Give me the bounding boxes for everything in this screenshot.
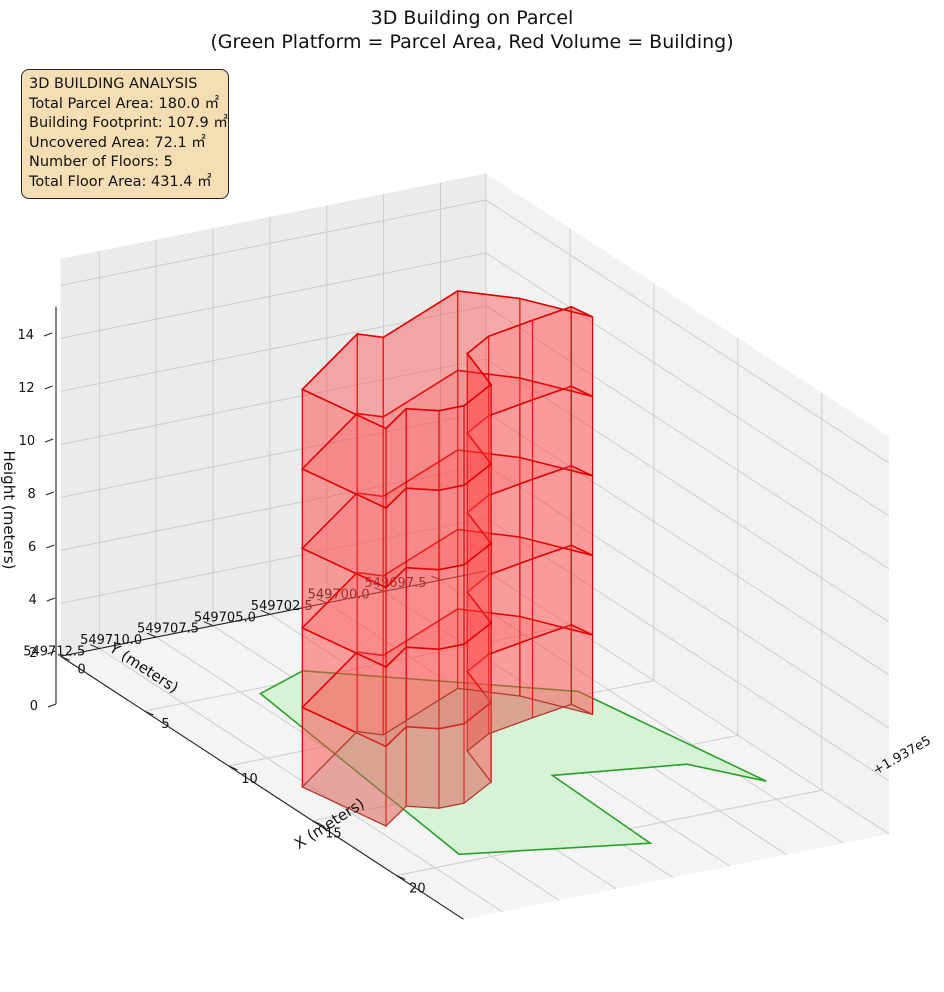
building-volume	[300, 289, 594, 828]
y-tick-mark	[260, 609, 271, 615]
y-tick-label: 549705.0	[194, 610, 256, 625]
z-tick-mark	[46, 597, 56, 602]
z-gridline	[60, 199, 890, 464]
chart-title-line-1: 3D Building on Parcel	[370, 7, 574, 29]
back-pane-x	[486, 173, 889, 834]
z-tick-label: 4	[29, 593, 37, 608]
z-tick-label: 10	[19, 434, 36, 449]
y-tick-label: 549702.5	[251, 599, 313, 614]
z-tick-label: 12	[18, 381, 35, 396]
z-tick-mark	[47, 703, 57, 708]
z-gridline	[60, 358, 890, 623]
building-wall-face	[570, 464, 594, 557]
z-gridline	[60, 252, 890, 517]
z-tick-mark	[45, 438, 54, 443]
x-tick-mark	[312, 820, 322, 826]
z-tick-mark	[47, 650, 56, 655]
building-ground-footprint	[301, 687, 593, 827]
x-tick-mark	[60, 655, 70, 661]
z-tick-label: 6	[28, 540, 36, 555]
z-gridline	[60, 305, 890, 570]
x-tick-mark	[396, 875, 406, 880]
tick-labels: 05101520549697.5549700.0549702.5549705.0…	[18, 328, 441, 896]
info-building-footprint: Building Footprint: 107.9 ㎡	[29, 115, 228, 132]
building-wall-face	[570, 305, 594, 398]
info-floor-count: Number of Floors: 5	[29, 154, 173, 171]
axis-panes	[60, 173, 890, 920]
z-gridline	[60, 411, 890, 676]
y-tick-label: 549710.0	[80, 633, 142, 648]
y-tick-mark	[203, 621, 214, 627]
building-wall-face	[570, 385, 594, 477]
info-uncovered-area: Uncovered Area: 72.1 ㎡	[29, 134, 206, 151]
y-tick-mark	[374, 587, 384, 592]
x-tick-mark	[228, 765, 238, 771]
y-tick-label: 549707.5	[137, 622, 199, 637]
z-axis-label: Height (meters)	[0, 451, 18, 570]
y-tick-mark	[317, 598, 327, 604]
y-tick-label: 549712.5	[23, 645, 85, 660]
x-tick-label: 10	[241, 772, 258, 787]
y-tick-mark	[90, 644, 100, 649]
z-gridline	[60, 517, 890, 782]
y-tick-label: 549697.5	[364, 576, 426, 591]
building-wall-face	[438, 484, 465, 571]
z-tick-mark	[43, 332, 53, 337]
parcel-polygon	[258, 669, 767, 856]
x-tick-label: 15	[325, 827, 342, 842]
info-total-floor-area: Total Floor Area: 431.4 ㎡	[29, 173, 212, 190]
parcel-platform	[258, 669, 767, 856]
x-tick-mark	[144, 710, 154, 716]
chart-title-line-2: (Green Platform = Parcel Area, Red Volum…	[210, 31, 734, 53]
info-heading: 3D BUILDING ANALYSIS	[29, 76, 198, 92]
z-tick-label: 0	[30, 699, 38, 714]
x-tick-label: 20	[409, 881, 426, 896]
y-axis-line	[60, 570, 487, 657]
z-tick-mark	[45, 491, 54, 496]
z-tick-mark	[46, 544, 55, 549]
building-floor-slab	[300, 290, 593, 430]
y-tick-mark	[146, 632, 157, 638]
x-tick-label: 5	[161, 717, 169, 732]
y-tick-label: 549700.0	[308, 588, 370, 603]
z-gridline	[60, 464, 890, 729]
chart-title: 3D Building on Parcel (Green Platform = …	[0, 6, 944, 54]
building-wall-face	[438, 564, 465, 650]
building-wall-face	[405, 567, 440, 650]
back-pane-y	[60, 173, 486, 657]
z-tick-label: 14	[18, 328, 35, 343]
building-wall-face	[405, 408, 440, 491]
building-wall-face	[438, 405, 465, 491]
building-wall-face	[405, 487, 440, 571]
z-tick-label: 8	[27, 487, 35, 502]
analysis-info-box: 3D BUILDING ANALYSIS Total Parcel Area: …	[21, 69, 229, 199]
x-tick-label: 0	[77, 662, 85, 677]
building-wall-face	[570, 623, 594, 716]
info-parcel-area: Total Parcel Area: 180.0 ㎡	[29, 95, 220, 112]
building-wall-face	[570, 544, 594, 636]
z-tick-mark	[44, 385, 53, 390]
z-tick-label: 2	[29, 646, 37, 661]
